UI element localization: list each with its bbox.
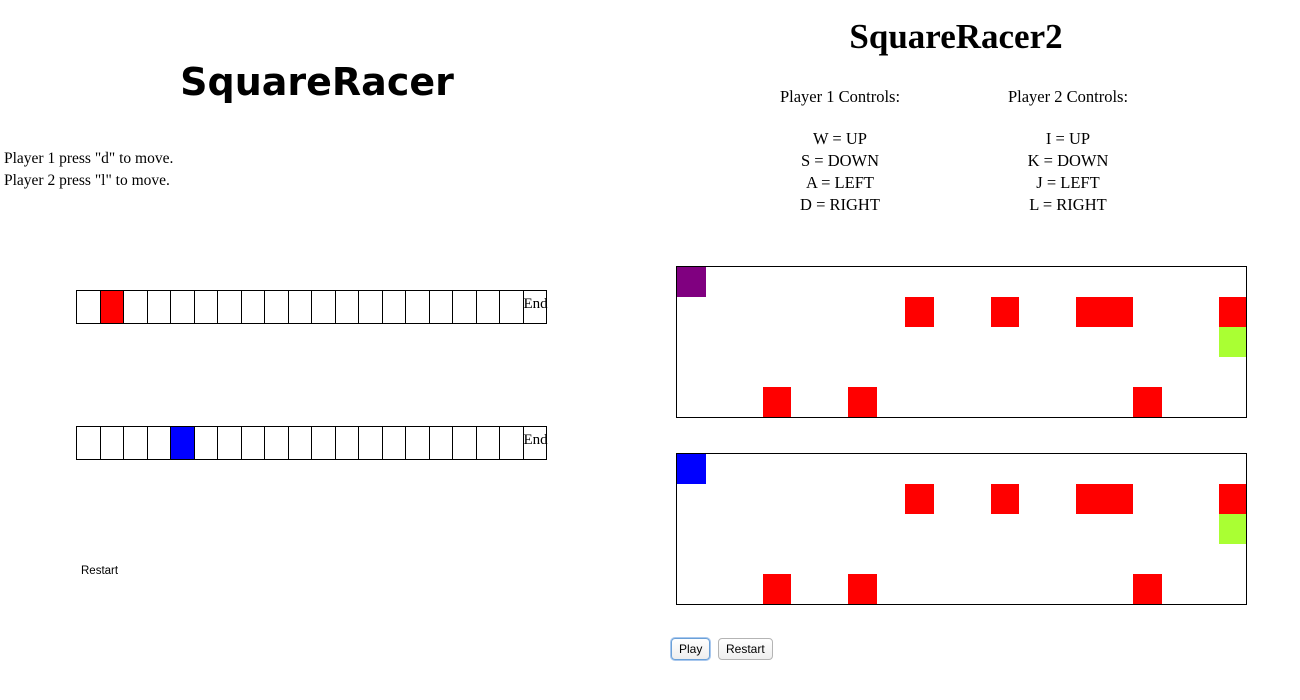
- track-cell: [359, 427, 383, 460]
- obstacle-block: [1218, 484, 1246, 514]
- obstacle-block: [1133, 574, 1162, 604]
- track-cell: [218, 427, 242, 460]
- obstacle-block: [1104, 484, 1133, 514]
- obstacle-block: [1104, 297, 1133, 327]
- obstacle-block: [1218, 297, 1246, 327]
- player1-controls: Player 1 Controls: W = UP S = DOWN A = L…: [750, 86, 930, 216]
- player1-instruction: Player 1 press "d" to move.: [4, 150, 174, 167]
- player2-track: End: [76, 426, 548, 460]
- obstacle-block: [905, 297, 934, 327]
- player1-board: [676, 266, 1247, 418]
- play-button[interactable]: Play: [671, 638, 711, 660]
- player1-controls-heading: Player 1 Controls:: [779, 87, 901, 106]
- player2-square: [677, 454, 706, 484]
- track-cell: [453, 427, 477, 460]
- track-cell: [476, 427, 500, 460]
- track-cell: [312, 291, 336, 324]
- finish-cell: End: [523, 427, 548, 460]
- track-cell: [406, 427, 430, 460]
- player1-square: [677, 267, 706, 297]
- track-cell: [429, 427, 453, 460]
- track-cell: [476, 291, 500, 324]
- player2-control-left: J = LEFT: [1036, 173, 1100, 192]
- player1-control-left: A = LEFT: [806, 173, 874, 192]
- player2-controls-heading: Player 2 Controls:: [1007, 87, 1129, 106]
- obstacle-block: [762, 574, 791, 604]
- restart-link[interactable]: Restart: [81, 565, 119, 577]
- obstacle-block: [1076, 484, 1105, 514]
- track-cell: [265, 291, 289, 324]
- player1-control-up: W = UP: [813, 129, 867, 148]
- track-cell: [265, 427, 289, 460]
- goal-block: [1218, 514, 1246, 544]
- track-cell: [429, 291, 453, 324]
- track-cell: [406, 291, 430, 324]
- player2-controls: Player 2 Controls: I = UP K = DOWN J = L…: [978, 86, 1158, 216]
- track-cell: [335, 427, 359, 460]
- player2-control-right: L = RIGHT: [1029, 195, 1107, 214]
- goal-block: [1218, 327, 1246, 357]
- obstacle-block: [990, 297, 1019, 327]
- squareracer-title: SquareRacer: [180, 60, 454, 104]
- track-cell: [500, 427, 524, 460]
- track-cell: [194, 427, 218, 460]
- player1-track: End: [76, 290, 548, 324]
- obstacle-block: [1133, 387, 1162, 417]
- track-cell: [100, 427, 124, 460]
- track-cell: [77, 291, 101, 324]
- track-cell: [171, 291, 195, 324]
- track-cell: [241, 427, 265, 460]
- obstacle-block: [905, 484, 934, 514]
- track-cell: [124, 291, 148, 324]
- track-cell: [312, 427, 336, 460]
- obstacle-block: [1076, 297, 1105, 327]
- player1-control-down: S = DOWN: [800, 151, 880, 170]
- track-cell: [194, 291, 218, 324]
- end-label: End: [523, 432, 548, 448]
- obstacle-block: [848, 387, 877, 417]
- track-cell: [218, 291, 242, 324]
- track-cell: [288, 427, 312, 460]
- track-cell: [359, 291, 383, 324]
- end-label: End: [523, 296, 548, 312]
- player1-marker: [100, 291, 124, 324]
- track-cell: [288, 291, 312, 324]
- obstacle-block: [990, 484, 1019, 514]
- player2-board: [676, 453, 1247, 605]
- player2-instruction: Player 2 press "l" to move.: [4, 172, 170, 189]
- obstacle-block: [762, 387, 791, 417]
- squareracer2-title: SquareRacer2: [849, 17, 1063, 56]
- move-instructions: Player 1 press "d" to move. Player 2 pre…: [4, 148, 173, 192]
- track-cell: [147, 291, 171, 324]
- track-cell: [382, 291, 406, 324]
- obstacle-block: [848, 574, 877, 604]
- finish-cell: End: [523, 291, 548, 324]
- track-cell: [77, 427, 101, 460]
- track-cell: [382, 427, 406, 460]
- player2-marker: [171, 427, 195, 460]
- track-cell: [335, 291, 359, 324]
- track-cell: [124, 427, 148, 460]
- track-cell: [500, 291, 524, 324]
- track-cell: [453, 291, 477, 324]
- player1-control-right: D = RIGHT: [800, 195, 880, 214]
- track-cell: [241, 291, 265, 324]
- restart-button[interactable]: Restart: [718, 638, 773, 660]
- player2-control-up: I = UP: [1045, 129, 1091, 148]
- track-cell: [147, 427, 171, 460]
- player2-control-down: K = DOWN: [1027, 151, 1109, 170]
